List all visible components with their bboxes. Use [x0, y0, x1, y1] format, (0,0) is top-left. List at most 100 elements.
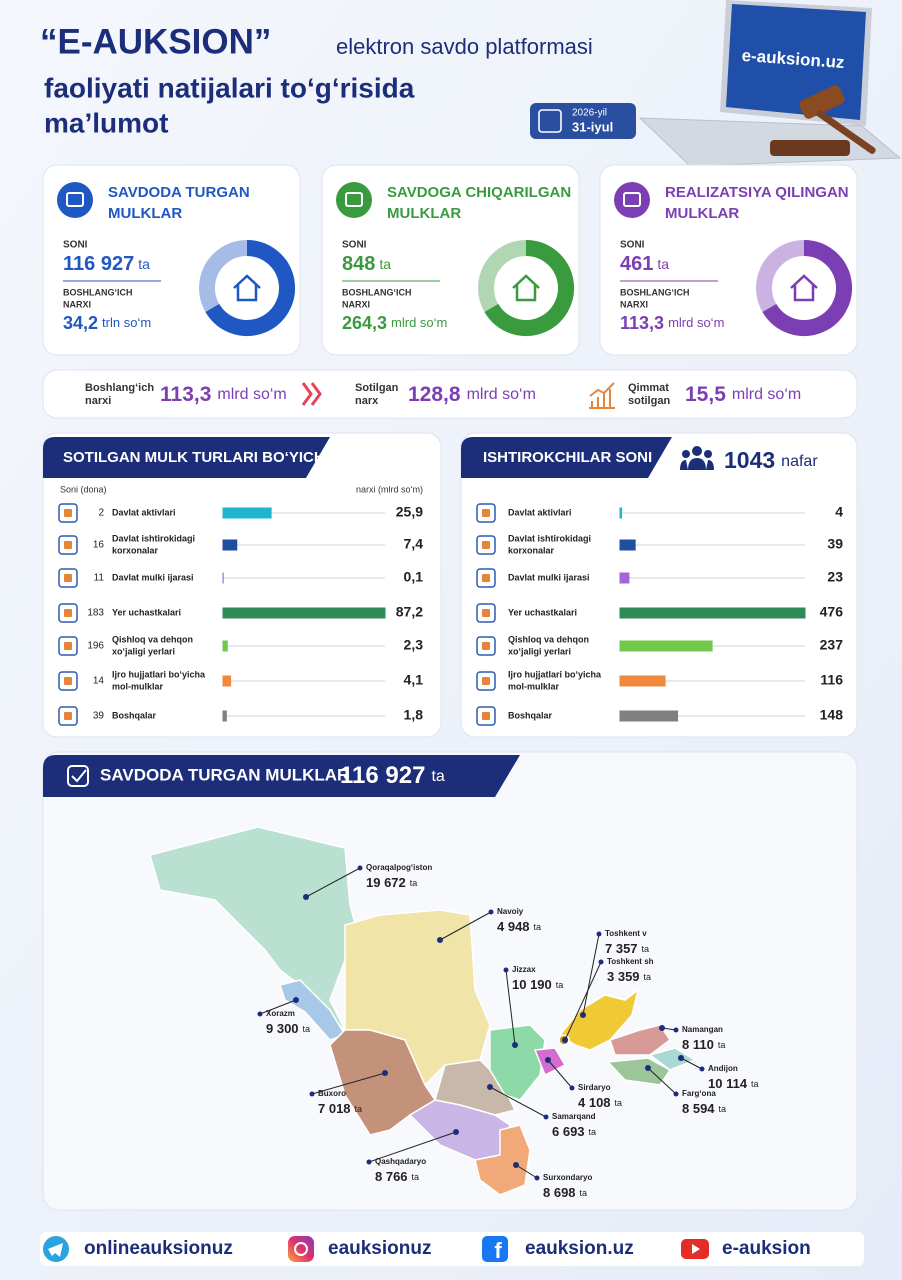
price: 264,3 mlrd so‘m [342, 313, 447, 333]
row-icon [58, 671, 78, 691]
youtube-play [692, 1244, 700, 1254]
row-name: Qishloq va dehqon [112, 634, 193, 644]
region: 4 948 ta [497, 919, 541, 934]
check-mark [71, 769, 87, 783]
card: SAVDODA TURGAN MULKLAR SONI 116 927 ta BOSHLA… [42, 164, 301, 356]
map-panel: SAVDODA TURGAN MULKLAR 116 927 ta Qoraqal… [42, 751, 858, 1211]
region-label: Farg‘ona 8 594 ta [645, 1065, 726, 1116]
summary-value: 113,3 [160, 383, 211, 406]
label-dot [673, 1091, 679, 1097]
row-count: 14 [93, 676, 105, 687]
row-name: Davlat ishtirokidagi [508, 533, 591, 543]
chevrons-icon [301, 382, 322, 406]
region-name: Qoraqalpog‘iston [366, 863, 432, 872]
region-shape [609, 1024, 672, 1056]
social-handle: e-auksion [722, 1238, 811, 1259]
summary: 113,3 mlrd so‘m [160, 383, 287, 406]
region-value: 6 693 [552, 1124, 585, 1139]
donut-center [498, 260, 554, 316]
card: REALIZATSIYA QILINGAN MULKLAR SONI 461 ta BOS… [599, 164, 858, 356]
region-dot [512, 1042, 518, 1048]
row-icon-accent [64, 642, 72, 650]
row-name: Yer uchastkalari [508, 607, 577, 617]
region-value: 4 948 [497, 919, 530, 934]
date-badge [530, 103, 636, 139]
leader [582, 933, 600, 1016]
price-label: BOSHLANG‘ICH [342, 287, 412, 297]
bar [619, 572, 630, 584]
region-shape [648, 1047, 697, 1071]
region-unit: ta [751, 1079, 759, 1089]
bar [619, 640, 713, 652]
bar-value: 148 [820, 707, 844, 723]
row-icon-accent [482, 609, 490, 617]
donut-arc [762, 240, 853, 336]
summary-panel [42, 369, 858, 419]
label-dot [309, 1091, 315, 1097]
count-unit: ta [379, 256, 391, 272]
count-value: 848 [342, 253, 375, 275]
label-dot [569, 1085, 575, 1091]
row-count: 39 [93, 711, 105, 722]
row-name: Boshqalar [112, 710, 157, 720]
telegram-plane [48, 1243, 63, 1257]
region-name: Samarqand [552, 1112, 596, 1121]
price: 34,2 trln so‘m [63, 313, 151, 333]
summary-value: 128,8 [408, 383, 461, 406]
participants-panel: ISHTIROKCHILAR SONI 1043 nafar Davlat akt… [460, 432, 858, 738]
bar-value: 4,1 [404, 672, 424, 688]
map-total: 116 927 ta [340, 762, 445, 789]
row-icon [476, 636, 496, 656]
people-icon [680, 446, 714, 470]
region-value: 8 766 [375, 1169, 408, 1184]
region-unit: ta [303, 1024, 311, 1034]
social-handle: eauksion.uz [525, 1238, 634, 1259]
region-unit: ta [410, 878, 418, 888]
region-value: 8 594 [682, 1101, 715, 1116]
label-dot [534, 1175, 540, 1181]
card-title: MULKLAR [665, 205, 739, 222]
label-dot [699, 1066, 705, 1072]
card-icon-glyph [66, 192, 84, 207]
gavel-block [770, 140, 850, 156]
row-icon-accent [64, 541, 72, 549]
bar [222, 607, 386, 619]
row-icon [58, 706, 78, 726]
price-unit: mlrd so‘m [391, 315, 447, 330]
footer: f onlineauksionuz eauksionuz eauksion.uz e-… [40, 1232, 864, 1266]
instagram-lens [294, 1242, 308, 1256]
region-name: Andijon [708, 1064, 738, 1073]
leader [259, 999, 297, 1015]
count-value: 461 [620, 253, 653, 275]
leader [368, 1131, 457, 1163]
check-icon [67, 765, 89, 787]
gavel-handle [816, 110, 876, 154]
label-dot [596, 931, 602, 937]
region-shape [474, 1124, 531, 1196]
region-dot [580, 1012, 586, 1018]
row-count: 2 [98, 508, 104, 519]
bar [222, 710, 227, 722]
participants-total: 1043 nafar [724, 447, 818, 473]
sold-panel: SOTILGAN MULK TURLARI BO‘YICHA Soni (don… [42, 432, 442, 738]
price: 113,3 mlrd so‘m [620, 313, 724, 333]
region-unit: ta [719, 1104, 727, 1114]
row-icon [58, 603, 78, 623]
region-dot [382, 1070, 388, 1076]
region-unit: ta [355, 1104, 363, 1114]
label-dot [357, 865, 363, 871]
price-label: BOSHLANG‘ICH [63, 287, 133, 297]
facebook-icon [482, 1236, 508, 1262]
row-name: korxonalar [112, 545, 159, 555]
row-icon [58, 636, 78, 656]
footer-bar [40, 1232, 864, 1266]
bar [222, 675, 232, 687]
row-count: 196 [87, 641, 104, 652]
row-count: 11 [94, 573, 105, 584]
region-shape [489, 1024, 546, 1101]
region: 7 018 ta [318, 1101, 362, 1116]
count: 848 ta [342, 253, 391, 275]
title-line: faoliyati natijalari to‘g‘risida [44, 72, 415, 103]
region-value: 7 357 [605, 941, 638, 956]
